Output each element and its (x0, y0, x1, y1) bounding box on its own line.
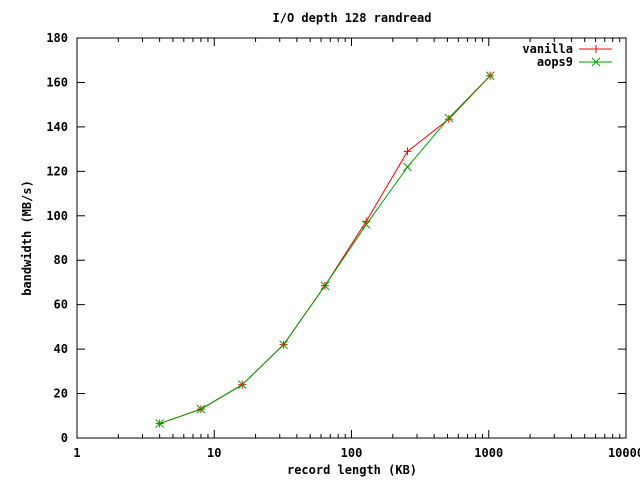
marker-stroke (591, 57, 601, 67)
legend-marker-aops9 (591, 57, 601, 67)
series-layer (155, 71, 495, 428)
data-point-aops9 (444, 113, 454, 123)
chart-title: I/O depth 128 randread (273, 11, 432, 25)
data-point-vanilla (444, 115, 453, 124)
x-axis: 1 10 100 1000 10000 (73, 38, 640, 460)
marker-stroke (279, 340, 288, 350)
x-tick-label: 10 (207, 446, 221, 460)
y-tick-label: 80 (54, 253, 68, 267)
y-tick-label: 160 (46, 75, 68, 89)
y-tick-label: 60 (54, 298, 68, 312)
y-tick-label: 20 (54, 387, 68, 401)
legend-marker-vanilla (592, 45, 600, 53)
x-tick-label: 1000 (474, 446, 503, 460)
data-point-vanilla (403, 147, 412, 156)
legend-label-vanilla: vanilla (522, 42, 573, 56)
y-tick-label: 40 (54, 342, 68, 356)
x-tick-label: 100 (341, 446, 363, 460)
marker-stroke (361, 220, 371, 230)
x-axis-label: record length (KB) (287, 463, 417, 477)
data-point-aops9 (320, 281, 330, 291)
x-tick-label: 1 (73, 446, 80, 460)
marker-stroke (444, 113, 454, 123)
y-tick-label: 120 (46, 164, 68, 178)
marker-stroke (485, 71, 495, 81)
y-tick-label: 140 (46, 120, 68, 134)
legend-label-aops9: aops9 (537, 55, 573, 69)
y-tick-label: 100 (46, 209, 68, 223)
data-point-aops9 (279, 340, 288, 350)
marker-stroke (320, 281, 330, 291)
series-line-aops9 (159, 75, 491, 425)
marker-stroke (237, 380, 247, 390)
data-point-aops9 (237, 380, 247, 390)
data-point-aops9 (485, 71, 495, 81)
x-tick-label: 10000 (608, 446, 640, 460)
marker-stroke (155, 419, 164, 428)
y-tick-label: 0 (61, 431, 68, 445)
marker-stroke (196, 404, 206, 414)
data-point-aops9 (403, 162, 412, 172)
y-axis-label: bandwidth (MB/s) (20, 180, 34, 296)
data-point-aops9 (361, 220, 371, 230)
data-point-aops9 (196, 404, 206, 414)
data-point-aops9 (155, 419, 164, 428)
y-axis: 0 20 40 60 80 100 120 140 160 180 (46, 31, 626, 445)
marker-stroke (403, 162, 412, 172)
y-tick-label: 180 (46, 31, 68, 45)
plot-area-frame (76, 37, 627, 439)
